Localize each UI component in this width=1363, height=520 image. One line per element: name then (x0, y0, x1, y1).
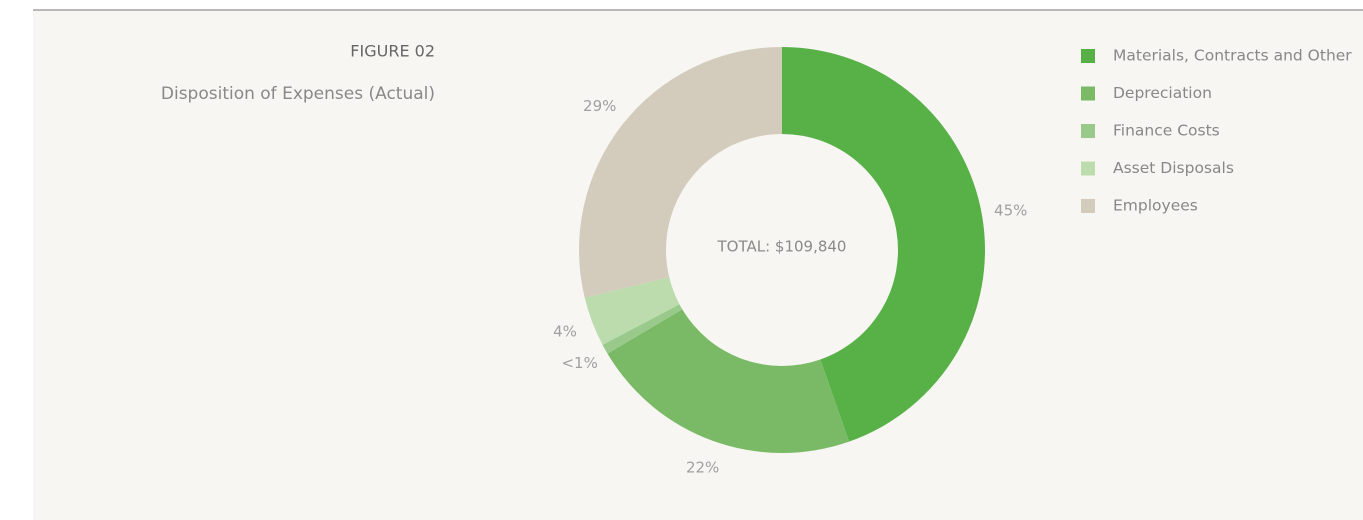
legend-label: Materials, Contracts and Other (1113, 47, 1352, 65)
donut-slice (602, 304, 683, 354)
donut-slice (782, 47, 985, 442)
legend-label: Asset Disposals (1113, 159, 1234, 177)
center-label: TOTAL: $109,840 (717, 238, 847, 256)
slice-label: 45% (994, 202, 1027, 220)
donut-slice (579, 47, 782, 298)
slice-label: 4% (553, 323, 577, 341)
chart-subtitle: Disposition of Expenses (Actual) (161, 84, 435, 104)
donut-slice (584, 277, 680, 345)
legend-swatch (1081, 86, 1095, 101)
legend-swatch (1081, 199, 1095, 213)
chart-title: FIGURE 02 (350, 42, 435, 61)
legend-swatch (1081, 124, 1095, 138)
legend-swatch (1081, 161, 1095, 176)
slice-label: <1% (561, 354, 597, 372)
slice-label: 29% (583, 97, 616, 115)
legend-label: Employees (1113, 197, 1198, 215)
legend-swatch (1081, 49, 1095, 63)
legend-label: Finance Costs (1113, 122, 1220, 140)
donut-slice (607, 309, 850, 453)
slice-label: 22% (686, 459, 719, 477)
legend-label: Depreciation (1113, 84, 1212, 102)
